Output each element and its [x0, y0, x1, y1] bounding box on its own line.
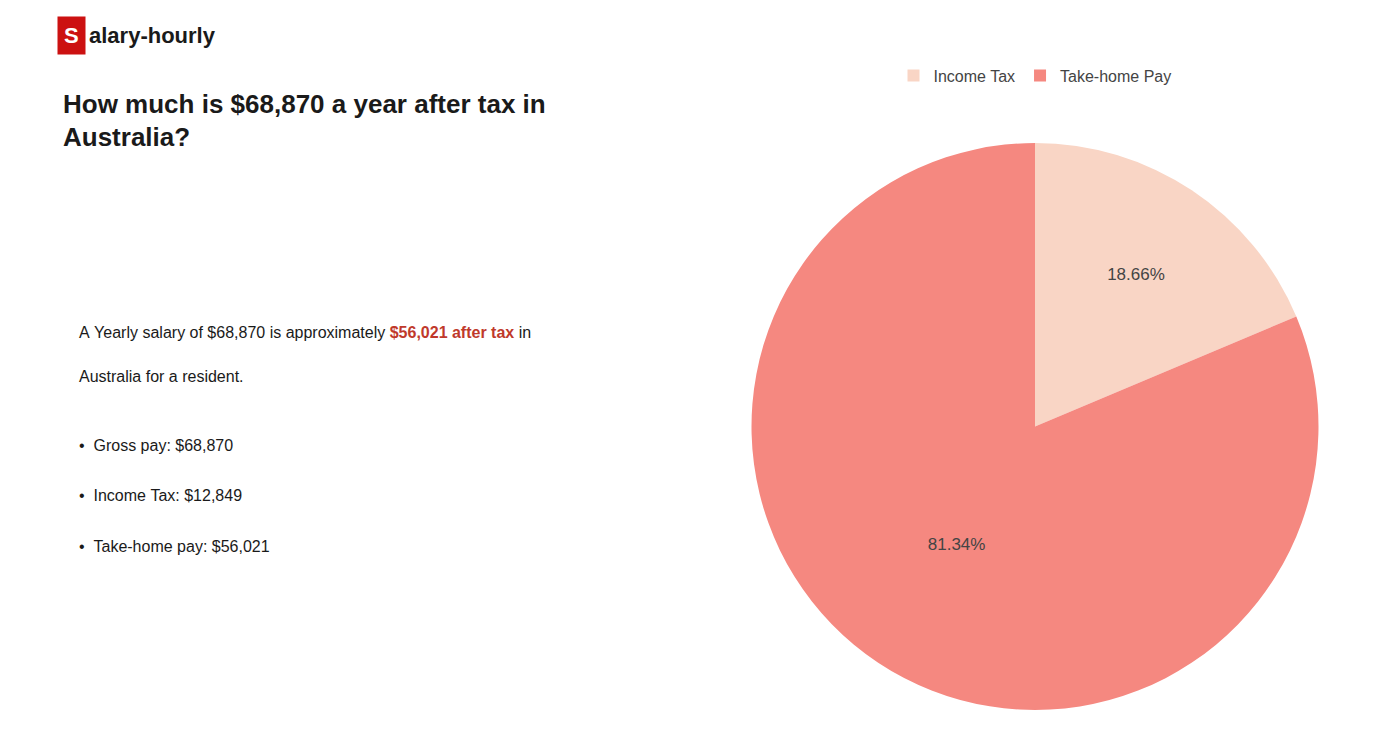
svg-text:S: S	[64, 23, 79, 48]
svg-text:How much is $68,870 a year aft: How much is $68,870 a year after tax inA…	[63, 89, 546, 153]
svg-text:81.34%: 81.34%	[928, 535, 986, 554]
svg-text:18.66%: 18.66%	[1107, 265, 1165, 284]
svg-text:• Gross pay: $68,870: • Gross pay: $68,870	[79, 437, 233, 454]
svg-text:• Income Tax: $12,849: • Income Tax: $12,849	[79, 487, 242, 504]
svg-text:A Yearly salary of $68,870 is: A Yearly salary of $68,870 is approximat…	[79, 324, 531, 341]
svg-text:Take-home Pay: Take-home Pay	[1060, 68, 1171, 85]
svg-text:Income Tax: Income Tax	[934, 68, 1016, 85]
svg-text:• Take-home pay: $56,021: • Take-home pay: $56,021	[79, 538, 270, 555]
svg-text:alary-hourly: alary-hourly	[89, 23, 216, 48]
svg-text:Australia for a resident.: Australia for a resident.	[79, 368, 244, 385]
